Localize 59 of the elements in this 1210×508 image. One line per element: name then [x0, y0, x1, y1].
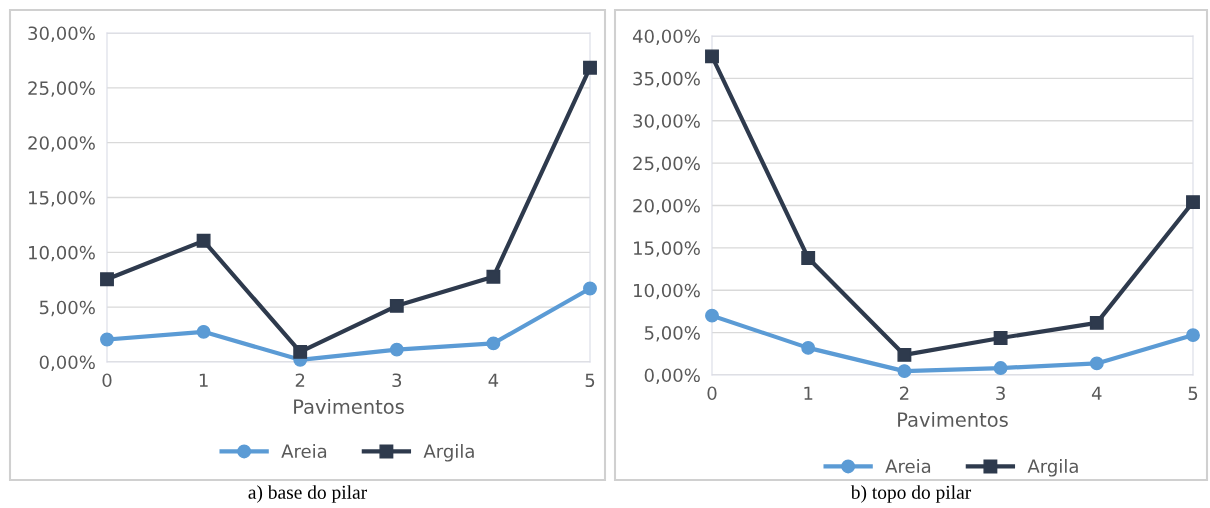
y-tick-label: 15,00%	[634, 241, 700, 257]
y-tick-label: 30,00%	[28, 26, 95, 42]
x-tick-label: 2	[899, 386, 909, 400]
point	[196, 233, 211, 248]
x-tick-label: 5	[1188, 386, 1198, 401]
y-tick-label: 0,00%	[644, 368, 700, 384]
point	[801, 251, 816, 265]
point	[486, 336, 501, 351]
y-tick-label: 40,00%	[632, 29, 700, 45]
text: a) base do pilar	[248, 485, 367, 503]
y-tick-label: 0,00%	[39, 355, 95, 371]
x-tick-label: 3	[392, 373, 402, 388]
legend-label: Argila	[423, 444, 474, 462]
x-tick-label: 5	[585, 373, 595, 388]
y-tick-label: 35,00%	[633, 71, 700, 88]
y-tick-label: 25,00%	[633, 156, 700, 173]
point	[196, 324, 211, 339]
x-tick-label: 0	[102, 373, 112, 388]
point	[486, 269, 501, 284]
y-tick-label: 20,00%	[633, 198, 700, 215]
point	[897, 364, 912, 379]
x-tick-label: 4	[488, 373, 499, 387]
y-tick-label: 10,00%	[29, 245, 95, 262]
point	[583, 60, 597, 75]
x-tick-label: 1	[199, 373, 208, 387]
point	[1186, 195, 1200, 210]
point	[100, 272, 114, 287]
point	[801, 340, 816, 355]
point	[1089, 356, 1104, 371]
text: b) topo do pilar	[850, 485, 972, 503]
y-tick-label: 25,00%	[28, 81, 95, 97]
x-axis-title: Pavimentos	[898, 411, 1008, 427]
point	[993, 331, 1008, 345]
y-tick-label: 5,00%	[644, 326, 700, 342]
x-tick-label: 2	[295, 373, 305, 387]
y-tick-label: 20,00%	[28, 136, 95, 152]
point	[100, 332, 114, 347]
y-tick-label: 10,00%	[634, 283, 700, 300]
x-tick-label: 4	[1091, 386, 1102, 400]
x-tick-label: 3	[996, 386, 1005, 401]
point	[1186, 328, 1200, 343]
legend-label: Areia	[885, 459, 931, 474]
x-axis-title: Pavimentos	[294, 398, 404, 414]
y-tick-label: 15,00%	[29, 190, 95, 207]
point	[705, 308, 719, 323]
point	[1089, 315, 1104, 330]
point	[389, 342, 404, 357]
y-tick-label: 30,00%	[633, 114, 700, 130]
legend-label: Argila	[1027, 459, 1078, 477]
point	[993, 361, 1008, 375]
legend-label: Areia	[281, 444, 327, 459]
x-tick-label: 0	[707, 386, 717, 401]
point	[897, 347, 912, 362]
y-tick-label: 5,00%	[39, 300, 95, 317]
point	[705, 49, 719, 64]
point	[293, 344, 308, 359]
x-tick-label: 1	[804, 386, 813, 400]
point	[583, 281, 597, 296]
point	[389, 298, 404, 313]
